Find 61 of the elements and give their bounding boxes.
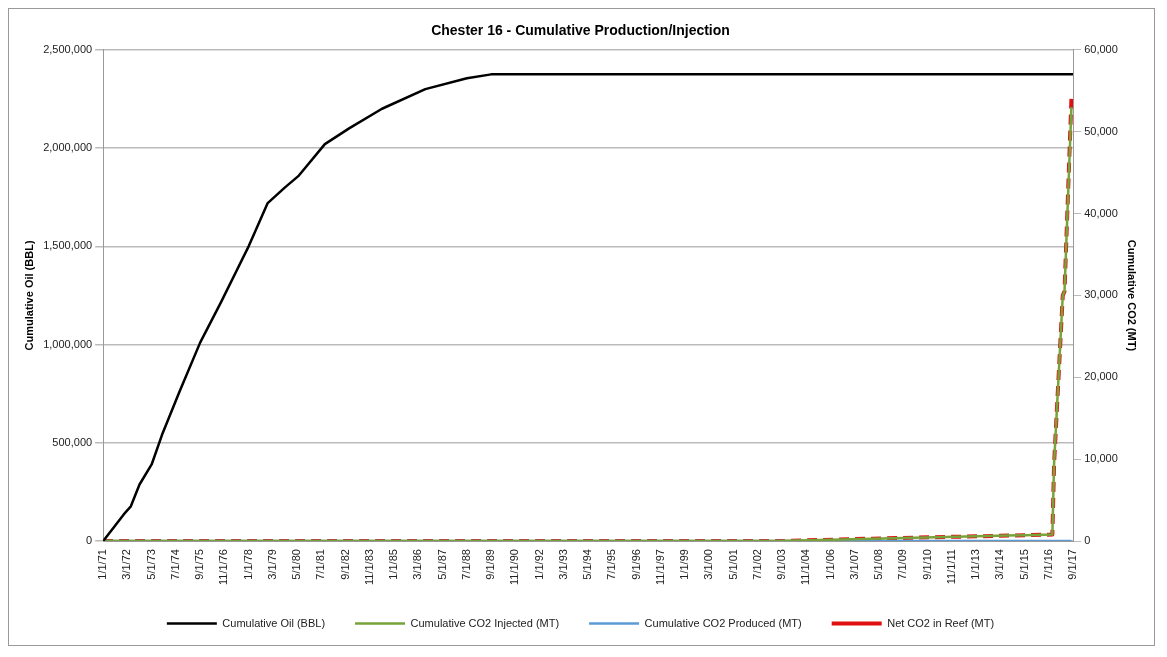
x-tick-label: 3/1/93 — [556, 549, 569, 580]
y-tick-label: 2,500,000 — [43, 42, 93, 55]
y-tick-label: 0 — [86, 534, 93, 547]
y2-tick-label: 50,000 — [1084, 124, 1118, 137]
x-tick-label: 7/1/95 — [605, 549, 618, 580]
y2-tick-label: 20,000 — [1084, 370, 1118, 383]
x-tick-label: 1/1/92 — [532, 549, 545, 580]
x-tick-label: 7/1/88 — [459, 549, 472, 580]
legend-label: Net CO2 in Reef (MT) — [887, 616, 995, 629]
x-tick-label: 9/1/03 — [775, 549, 788, 580]
y2-tick-label: 30,000 — [1084, 288, 1118, 301]
x-tick-label: 5/1/80 — [290, 549, 303, 580]
x-tick-label: 7/1/81 — [314, 549, 327, 580]
x-tick-label: 9/1/10 — [920, 549, 933, 580]
y-tick-label: 2,000,000 — [43, 141, 93, 154]
x-tick-label: 9/1/75 — [193, 549, 206, 580]
x-tick-label: 11/1/90 — [508, 549, 521, 586]
x-tick-label: 5/1/08 — [872, 549, 885, 580]
chart-title: Chester 16 - Cumulative Production/Injection — [431, 22, 730, 39]
x-tick-label: 11/1/83 — [362, 549, 375, 586]
x-tick-label: 11/1/76 — [217, 549, 230, 586]
x-tick-label: 7/1/16 — [1041, 549, 1054, 580]
x-tick-label: 5/1/94 — [581, 549, 594, 580]
y2-tick-label: 0 — [1084, 534, 1091, 547]
x-tick-label: 9/1/17 — [1066, 549, 1079, 580]
y-axis-title: Cumulative Oil (BBL) — [22, 240, 35, 351]
x-tick-label: 1/1/85 — [387, 549, 400, 580]
x-tick-label: 1/1/78 — [241, 549, 254, 580]
x-tick-label: 7/1/09 — [896, 549, 909, 580]
x-tick-label: 7/1/02 — [750, 549, 763, 580]
y-tick-label: 1,500,000 — [43, 239, 93, 252]
x-tick-label: 1/1/13 — [969, 549, 982, 580]
x-tick-label: 3/1/14 — [993, 549, 1006, 580]
x-tick-label: 9/1/89 — [484, 549, 497, 580]
x-tick-label: 1/1/06 — [823, 549, 836, 580]
legend-label: Cumulative CO2 Produced (MT) — [644, 616, 802, 629]
x-tick-label: 3/1/07 — [847, 549, 860, 580]
x-tick-label: 5/1/73 — [144, 549, 157, 580]
y-tick-label: 1,000,000 — [43, 337, 93, 350]
y2-tick-label: 10,000 — [1084, 452, 1118, 465]
y2-tick-label: 40,000 — [1084, 206, 1118, 219]
x-tick-label: 7/1/74 — [168, 549, 181, 580]
x-tick-label: 1/1/99 — [678, 549, 691, 580]
y-tick-label: 500,000 — [52, 435, 93, 448]
legend-label: Cumulative CO2 Injected (MT) — [410, 616, 560, 629]
y2-tick-label: 60,000 — [1084, 42, 1118, 55]
x-tick-label: 3/1/72 — [120, 549, 133, 580]
x-tick-label: 1/1/71 — [96, 549, 109, 580]
y2-axis-title: Cumulative CO2 (MT) — [1126, 239, 1139, 352]
x-tick-label: 9/1/82 — [338, 549, 351, 580]
x-tick-label: 3/1/86 — [411, 549, 424, 580]
x-tick-label: 11/1/04 — [799, 549, 812, 586]
x-tick-label: 5/1/87 — [435, 549, 448, 580]
x-tick-label: 3/1/79 — [265, 549, 278, 580]
x-tick-label: 5/1/01 — [726, 549, 739, 580]
x-tick-label: 3/1/00 — [702, 549, 715, 580]
x-tick-label: 11/1/11 — [944, 549, 957, 585]
legend-label: Cumulative Oil (BBL) — [222, 616, 326, 629]
x-tick-label: 11/1/97 — [653, 549, 666, 586]
x-tick-label: 9/1/96 — [629, 549, 642, 580]
x-tick-label: 5/1/15 — [1017, 549, 1030, 580]
